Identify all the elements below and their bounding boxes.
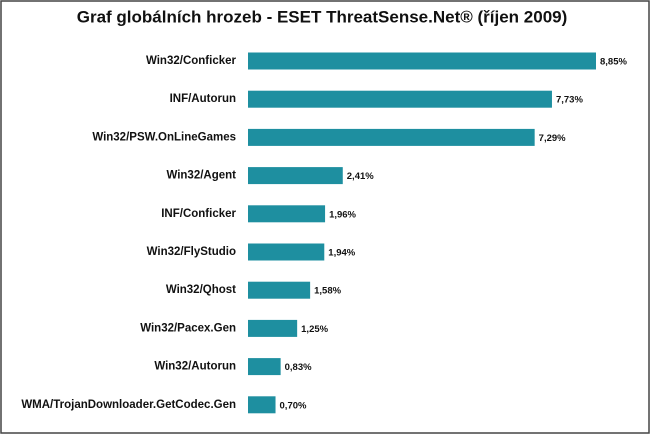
y-tick-label: Win32/Conficker (146, 55, 237, 67)
value-label: 1,94% (328, 248, 355, 259)
value-label: 7,73% (556, 95, 583, 106)
bar (248, 358, 281, 376)
y-tick-label: WMA/TrojanDownloader.GetCodec.Gen (21, 399, 236, 411)
bar (248, 205, 326, 223)
bar (248, 52, 596, 70)
bar (248, 396, 276, 414)
y-tick-label: Win32/FlyStudio (147, 246, 236, 258)
y-tick-label: Win32/Agent (166, 170, 236, 182)
value-label: 1,25% (301, 324, 328, 335)
value-label: 1,58% (314, 286, 341, 297)
y-tick-label: INF/Conficker (161, 208, 236, 220)
value-label: 8,85% (600, 57, 627, 68)
value-label: 1,96% (329, 209, 356, 220)
value-label: 0,70% (280, 400, 307, 411)
value-label: 7,29% (539, 133, 566, 144)
value-label: 0,83% (285, 362, 312, 373)
bar (248, 319, 298, 337)
bar (248, 243, 325, 261)
y-tick-label: Win32/PSW.OnLineGames (92, 131, 236, 143)
chart-title: Graf globálních hrozeb - ESET ThreatSens… (77, 7, 568, 26)
y-tick-label: Win32/Autorun (154, 361, 236, 373)
bar (248, 128, 535, 146)
bar (248, 90, 552, 108)
bar (248, 167, 343, 185)
y-tick-label: INF/Autorun (170, 93, 236, 105)
value-label: 2,41% (347, 171, 374, 182)
bar (248, 281, 311, 299)
y-tick-label: Win32/Pacex.Gen (140, 322, 236, 334)
y-tick-label: Win32/Qhost (166, 284, 236, 296)
